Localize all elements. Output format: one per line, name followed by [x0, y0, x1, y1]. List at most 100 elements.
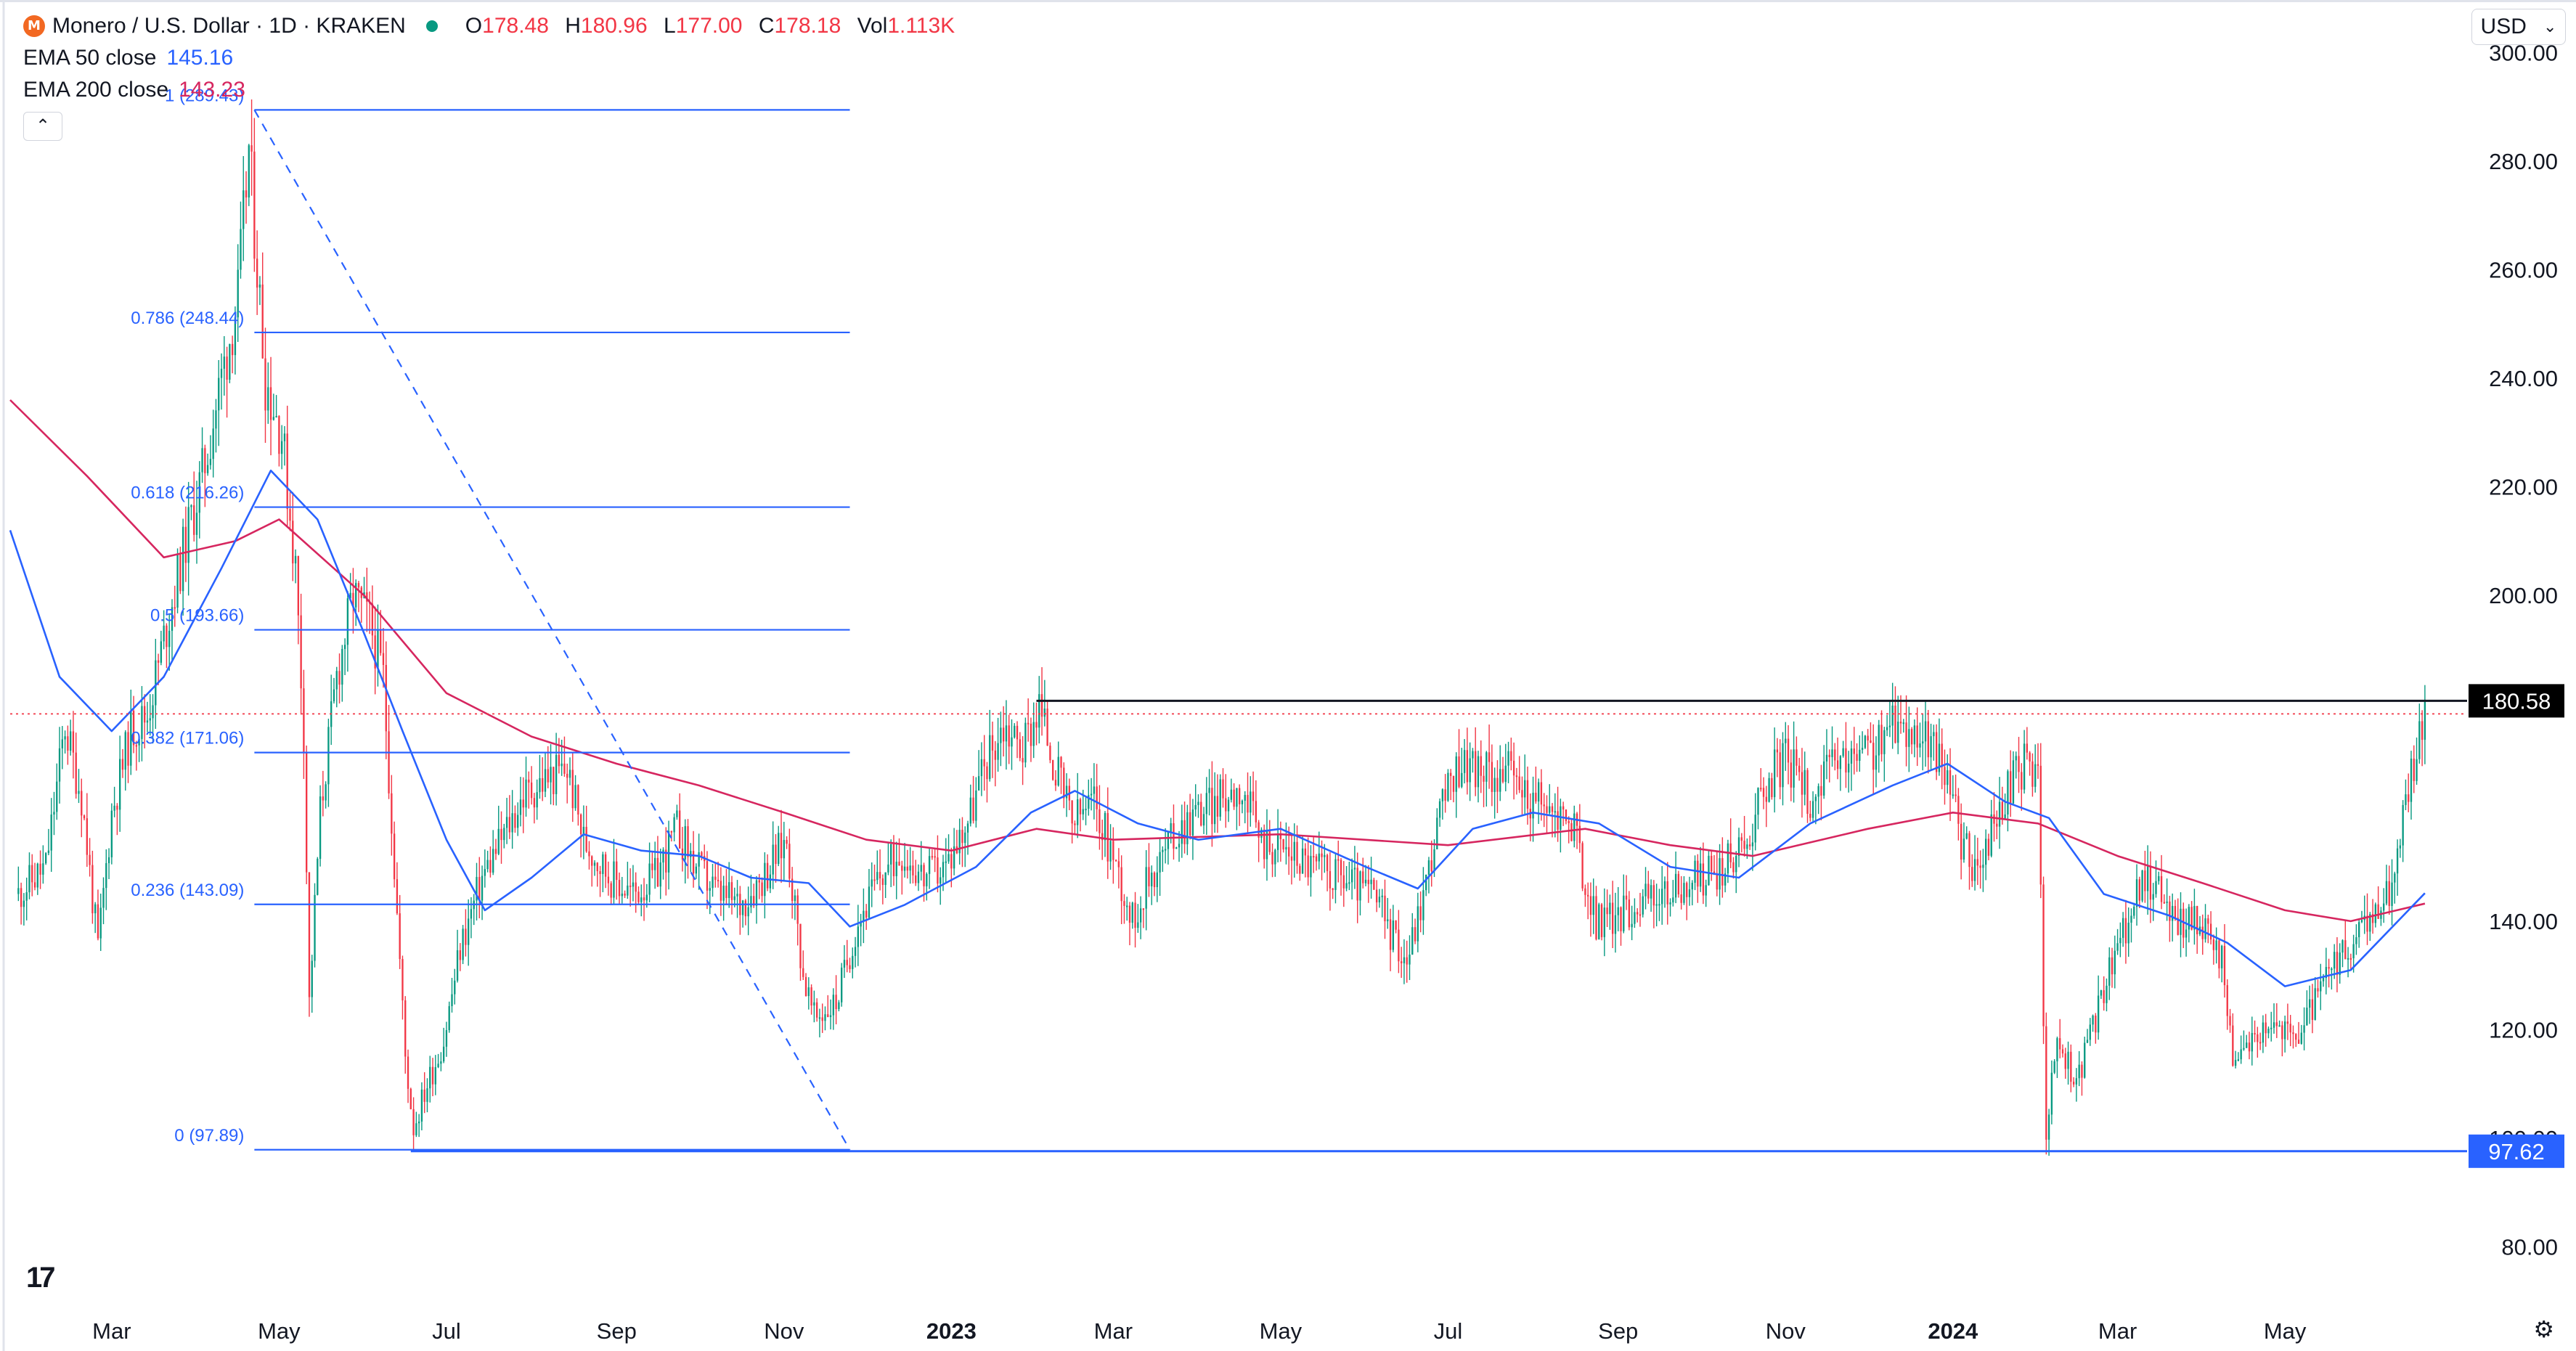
candle-body: [1935, 732, 1938, 772]
candle-body: [2243, 1048, 2245, 1050]
candle-body: [1779, 752, 1781, 788]
candle-body: [1016, 725, 1019, 740]
ema200-legend[interactable]: EMA 200 close 143.23: [23, 74, 955, 106]
candle-body: [1501, 769, 1504, 782]
candle-body: [865, 910, 868, 918]
candle-body: [289, 509, 291, 521]
candle-body: [297, 555, 300, 616]
candle-body: [141, 706, 143, 739]
candle-body: [876, 872, 879, 881]
x-axis-tick-label: Mar: [2098, 1318, 2137, 1344]
candle-body: [168, 630, 171, 648]
candle-body: [824, 1014, 826, 1021]
candle-body: [942, 862, 945, 878]
candle-body: [1532, 792, 1534, 819]
candle-body: [1318, 853, 1320, 862]
candle-body: [1236, 788, 1238, 807]
candle-body: [2018, 756, 2020, 772]
candle-body: [2021, 772, 2023, 790]
candle-body: [17, 888, 20, 894]
candle-body: [796, 895, 799, 924]
candle-body: [1387, 919, 1389, 922]
candle-body: [653, 857, 656, 870]
candle-body: [20, 888, 23, 907]
candle-body: [1268, 830, 1271, 852]
candle-body: [519, 799, 522, 815]
candle-body: [1864, 735, 1867, 748]
candle-body: [107, 857, 110, 863]
candle-body: [898, 861, 900, 866]
candle-body: [860, 921, 862, 927]
candle-body: [843, 960, 846, 968]
candle-body: [1765, 796, 1767, 802]
symbol-title[interactable]: Monero / U.S. Dollar · 1D · KRAKEN: [52, 14, 406, 38]
candle-body: [391, 793, 393, 834]
candle-body: [1131, 902, 1133, 923]
candle-body: [1258, 822, 1260, 838]
candle-body: [1477, 756, 1480, 788]
ema50-legend[interactable]: EMA 50 close 145.16: [23, 42, 955, 74]
candle-body: [635, 882, 637, 892]
candle-body: [574, 785, 576, 809]
candle-body: [1634, 912, 1636, 924]
candle-body: [1960, 823, 1962, 860]
candle-body: [1507, 751, 1509, 766]
candle-body: [110, 810, 113, 857]
candle-body: [240, 229, 242, 270]
candle-body: [280, 441, 283, 454]
currency-selector[interactable]: USD ⌄: [2471, 9, 2566, 45]
candle-body: [1093, 786, 1096, 794]
candle-body: [1304, 848, 1307, 856]
candle-body: [1090, 793, 1093, 796]
candle-body: [2416, 759, 2418, 781]
candle-body: [2259, 1042, 2262, 1044]
candle-body: [2116, 943, 2119, 951]
candle-body: [1647, 883, 1650, 899]
candle-body: [327, 727, 330, 785]
candle-body: [884, 872, 886, 885]
candle-body: [676, 810, 678, 817]
candle-body: [2204, 918, 2206, 939]
candle-body: [2095, 1015, 2097, 1033]
candle-body: [2124, 918, 2127, 944]
low-value: 177.00: [675, 14, 743, 38]
candle-body: [1776, 749, 1779, 753]
candle-body: [1916, 725, 1918, 748]
candle-body: [190, 505, 192, 507]
candle-body: [355, 583, 357, 608]
candle-body: [1867, 735, 1869, 741]
candle-body: [1106, 813, 1109, 862]
candle-body: [81, 791, 83, 816]
candle-body: [665, 849, 667, 873]
candle-body: [1952, 794, 1954, 796]
candle-body: [1014, 725, 1016, 738]
candle-body: [659, 862, 661, 887]
candle-body: [698, 852, 700, 867]
candle-body: [314, 894, 316, 961]
candle-body: [2396, 848, 2399, 874]
candle-body: [1677, 873, 1680, 895]
candle-body: [972, 797, 974, 821]
close-value: 178.18: [774, 14, 841, 38]
candle-body: [1947, 770, 1949, 785]
candle-body: [1063, 767, 1065, 799]
candle-body: [980, 759, 983, 777]
fibonacci-retracement[interactable]: 1 (289.43) 0.786 (248.44) 0.618 (216.26) 0.…: [131, 86, 851, 1151]
gear-icon[interactable]: ⚙: [2533, 1316, 2554, 1342]
candle-body: [2311, 999, 2314, 1020]
tradingview-logo-icon[interactable]: 17: [26, 1262, 55, 1294]
candle-body: [2394, 873, 2396, 883]
candle-body: [39, 863, 41, 875]
candle-body: [2127, 922, 2129, 944]
candle-body: [2347, 958, 2349, 960]
x-axis-tick-label: Mar: [1094, 1318, 1133, 1344]
candle-body: [1205, 793, 1207, 815]
candle-body: [1537, 782, 1540, 802]
candle-body: [1888, 725, 1891, 727]
candle-body: [253, 151, 256, 259]
candle-body: [2303, 1025, 2305, 1033]
horizontal-levels[interactable]: [10, 699, 2467, 1153]
collapse-legend-button[interactable]: ⌃: [23, 112, 62, 141]
candle-body: [1623, 895, 1625, 931]
